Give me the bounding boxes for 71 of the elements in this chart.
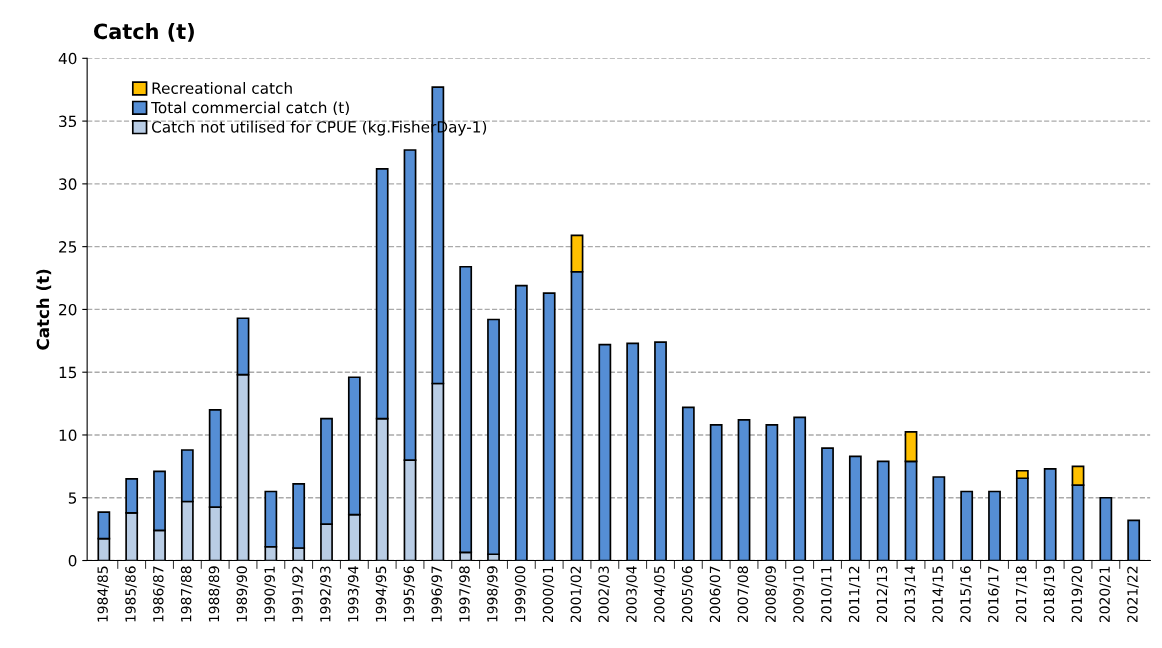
chart-title: Catch (t) — [94, 23, 194, 42]
x-tick-label: 2020/21 — [1099, 566, 1111, 623]
bar — [793, 416, 807, 561]
x-tick-label: 2012/13 — [876, 566, 889, 623]
x-tick-label: 1997/98 — [459, 566, 471, 622]
y-tick-label: 20 — [59, 303, 77, 316]
x-tick-label: 2021/22 — [1127, 566, 1139, 623]
x-tick-label: 2015/16 — [960, 566, 972, 623]
y-axis-title: Catch (t) — [36, 269, 52, 350]
x-tick-label: 2005/06 — [681, 566, 694, 623]
x-tick-label: 2002/03 — [598, 566, 610, 623]
bar — [598, 343, 612, 561]
bar — [626, 342, 640, 561]
x-tick-label: 1990/91 — [264, 566, 276, 622]
x-tick-label: 2013/14 — [904, 566, 917, 623]
y-tick-label: 25 — [59, 241, 77, 253]
bar — [709, 424, 723, 561]
bar — [765, 424, 779, 561]
x-tick-label: 1996/97 — [431, 566, 443, 622]
x-tick-label: 2001/02 — [570, 566, 583, 623]
x-tick-label: 2017/18 — [1015, 566, 1028, 623]
x-tick-label: 1986/87 — [153, 566, 165, 622]
x-tick-label: 1999/00 — [514, 566, 527, 622]
x-tick-label: 2010/11 — [821, 566, 833, 623]
x-tick-label: 2019/20 — [1071, 566, 1084, 623]
x-tick-label: 1984/85 — [97, 566, 109, 622]
legend-label: Recreational catch — [152, 82, 292, 94]
bar — [932, 476, 946, 561]
bar — [821, 447, 834, 561]
x-tick-label: 1991/92 — [292, 566, 304, 622]
x-tick-label: 2014/15 — [932, 566, 944, 623]
bar — [654, 341, 667, 561]
x-tick-label: 2008/09 — [765, 566, 777, 623]
x-tick-label: 1993/94 — [347, 566, 360, 622]
x-tick-label: 1988/89 — [208, 566, 221, 622]
bar — [1099, 496, 1113, 561]
x-tick-label: 1987/88 — [180, 566, 193, 622]
x-tick-label: 1995/96 — [403, 566, 416, 622]
x-tick-label: 2006/07 — [709, 566, 722, 623]
y-tick-label: 30 — [59, 178, 77, 190]
x-tick-label: 2018/19 — [1043, 566, 1056, 623]
bar — [514, 284, 528, 561]
bar — [1127, 519, 1141, 561]
bar — [487, 318, 500, 556]
x-tick-label: 2009/10 — [793, 566, 805, 623]
bar — [737, 419, 751, 561]
bar — [848, 455, 862, 561]
x-tick-label: 1985/86 — [125, 566, 137, 622]
x-tick-label: 1994/95 — [375, 566, 388, 622]
legend-label: Total commercial catch (t) — [151, 101, 349, 116]
x-tick-label: 2016/17 — [988, 566, 1000, 623]
x-tick-label: 2003/04 — [626, 566, 638, 623]
y-tick-label: 0 — [68, 554, 77, 567]
x-tick-label: 2011/12 — [848, 566, 861, 623]
bar — [681, 406, 695, 561]
bar — [1043, 468, 1057, 561]
y-tick-label: 40 — [58, 52, 77, 65]
x-tick-label: 2000/01 — [542, 566, 555, 623]
x-tick-label: 1998/99 — [487, 566, 499, 622]
bar — [988, 490, 1001, 561]
y-tick-label: 5 — [68, 492, 77, 504]
x-tick-label: 2004/05 — [654, 566, 666, 623]
x-tick-label: 1989/90 — [236, 566, 249, 622]
bar — [876, 460, 890, 561]
y-tick-label: 15 — [59, 366, 77, 379]
x-tick-label: 2007/08 — [737, 566, 750, 623]
y-tick-label: 35 — [59, 115, 77, 128]
bar — [960, 490, 974, 561]
y-tick-label: 10 — [59, 429, 77, 441]
bar — [542, 292, 556, 561]
x-tick-label: 1992/93 — [320, 566, 332, 622]
